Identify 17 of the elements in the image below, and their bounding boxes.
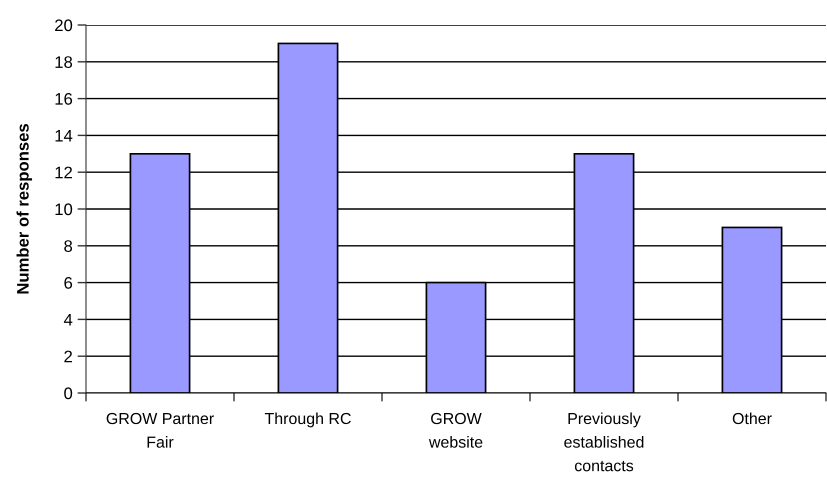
y-tick-label: 18 <box>56 56 72 68</box>
y-tick-label: 16 <box>56 93 72 105</box>
x-tick-label: GROW website <box>428 412 482 448</box>
y-axis-title: Number of responses <box>16 124 32 294</box>
y-tick-label: 20 <box>55 19 72 32</box>
y-tick-label: 12 <box>56 166 72 178</box>
y-tick-label: 2 <box>64 350 72 362</box>
y-tick-label: 0 <box>64 387 72 400</box>
y-tick-label: 8 <box>64 240 72 252</box>
x-tick-label: Other <box>732 412 772 424</box>
x-tick-label: Through RC <box>264 412 351 428</box>
y-tick-label: 4 <box>64 314 72 326</box>
y-tick-label: 10 <box>56 203 72 216</box>
y-tick-label: 6 <box>64 277 72 289</box>
x-tick-label: GROW Partner Fair <box>106 412 214 448</box>
y-tick-label: 14 <box>56 130 72 142</box>
x-tick-label: Previously established contacts <box>564 412 644 472</box>
